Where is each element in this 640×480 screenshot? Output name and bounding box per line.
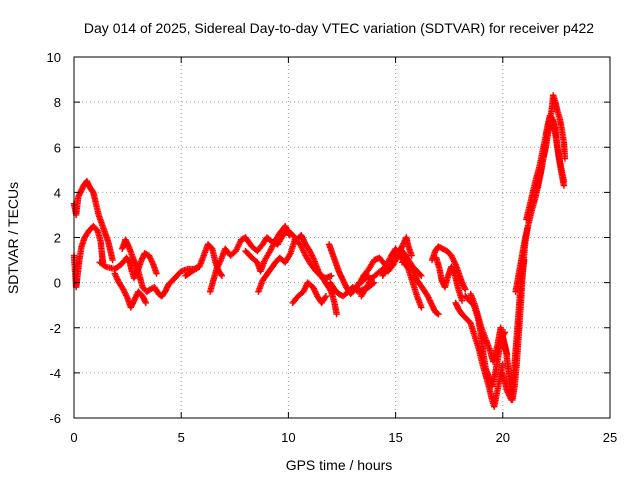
data-point [333, 311, 340, 318]
x-axis-label: GPS time / hours [286, 457, 393, 473]
y-tick-label: 4 [54, 185, 61, 200]
data-point [434, 310, 441, 317]
y-axis-label: SDTVAR / TECUs [5, 182, 21, 294]
y-tick-label: 2 [54, 231, 61, 246]
data-point [101, 262, 109, 270]
data-point [142, 299, 150, 307]
data-point [458, 297, 466, 304]
data-point [153, 270, 160, 277]
data-point [462, 286, 469, 293]
data-point [560, 182, 568, 189]
data-point [418, 304, 425, 311]
y-tick-label: -6 [49, 411, 61, 426]
data-point [561, 155, 569, 162]
chart-title: Day 014 of 2025, Sidereal Day-to-day VTE… [84, 20, 594, 36]
x-tick-label: 20 [496, 430, 510, 445]
y-tick-label: -4 [49, 366, 61, 381]
x-tick-label: 5 [178, 430, 185, 445]
x-tick-label: 25 [603, 430, 617, 445]
axis-ticks: 0 5 10 15 20 25 -6 -4 -2 0 2 4 6 8 10 [47, 50, 618, 445]
data-point [435, 311, 442, 318]
data-point [417, 271, 424, 278]
y-tick-label: 6 [54, 140, 61, 155]
y-tick-label: -2 [49, 321, 61, 336]
y-tick-label: 0 [54, 276, 61, 291]
data-points [70, 92, 569, 410]
data-point [217, 271, 225, 278]
y-tick-label: 8 [54, 95, 61, 110]
data-point [418, 272, 425, 280]
data-point [322, 292, 330, 300]
data-point [218, 272, 226, 280]
data-point [321, 294, 329, 301]
x-tick-label: 15 [388, 430, 402, 445]
x-tick-label: 10 [281, 430, 295, 445]
data-point [408, 252, 415, 259]
data-point [109, 256, 116, 264]
x-tick-label: 0 [70, 430, 77, 445]
data-point [365, 272, 372, 280]
y-tick-label: 10 [47, 50, 61, 65]
data-point [328, 272, 335, 280]
